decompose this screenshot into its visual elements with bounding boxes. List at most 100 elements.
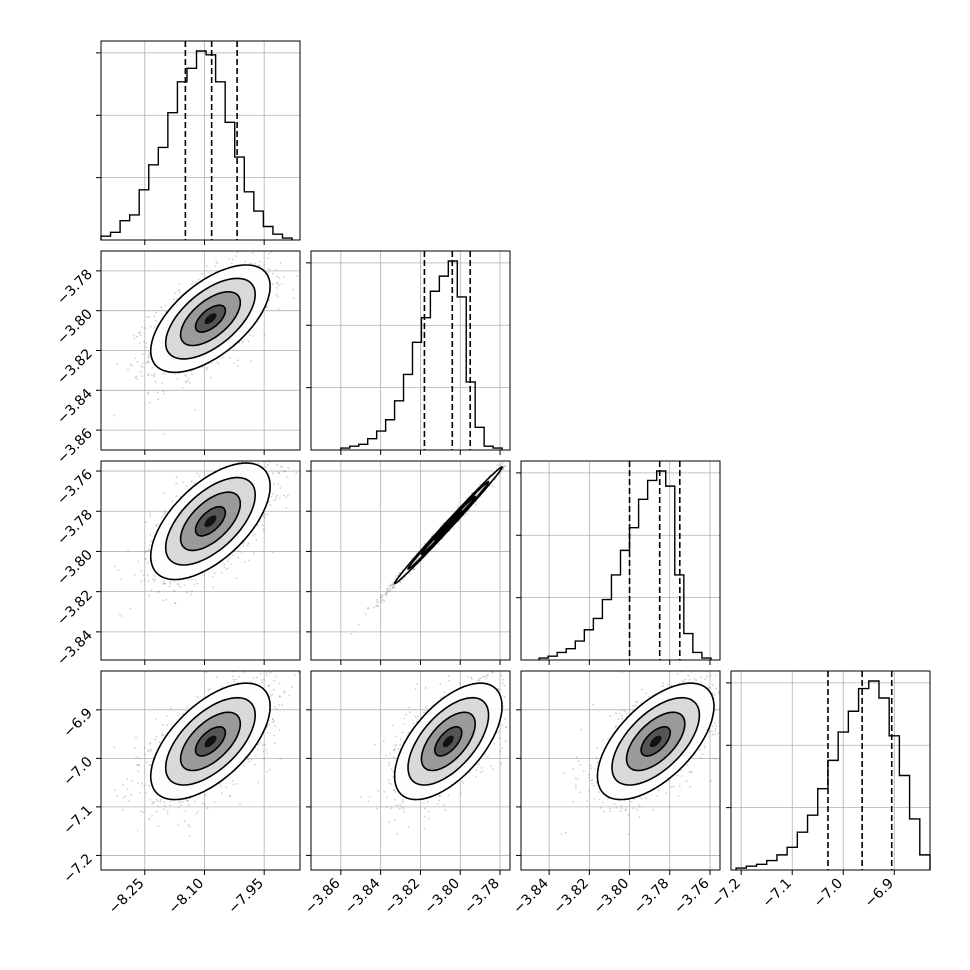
panel-content — [311, 450, 519, 660]
scatter-point — [272, 720, 275, 722]
scatter-point — [296, 274, 299, 277]
scatter-point — [150, 540, 152, 542]
scatter-point — [233, 362, 235, 365]
scatter-point — [263, 513, 266, 516]
scatter-point — [285, 496, 288, 499]
scatter-point — [279, 757, 282, 760]
scatter-point — [164, 511, 166, 514]
scatter-point — [376, 601, 378, 603]
scatter-point — [248, 559, 251, 562]
scatter-point — [145, 361, 148, 364]
scatter-point — [226, 560, 229, 563]
scatter-point — [394, 575, 397, 577]
scatter-point — [203, 574, 205, 577]
scatter-point — [262, 528, 265, 531]
scatter-point — [149, 764, 152, 767]
scatter-point — [147, 356, 150, 359]
scatter-point — [174, 372, 176, 375]
scatter-point — [270, 496, 273, 498]
scatter-point — [379, 598, 382, 601]
scatter-point — [242, 245, 244, 247]
scatter-point — [240, 455, 242, 457]
scatter-point — [157, 523, 160, 526]
scatter-point — [220, 571, 223, 574]
contour-line — [194, 505, 227, 537]
histogram-step-3 — [735, 680, 931, 870]
scatter-point — [164, 510, 167, 513]
scatter-point — [267, 434, 269, 436]
scatter-point — [216, 361, 219, 364]
scatter-point — [164, 582, 167, 585]
scatter-point — [185, 380, 188, 383]
scatter-point — [236, 251, 239, 254]
scatter-point — [135, 335, 138, 338]
scatter-point — [198, 475, 201, 478]
scatter-point — [142, 811, 145, 814]
scatter-point — [121, 809, 124, 811]
scatter-point — [517, 450, 519, 452]
scatter-point — [263, 757, 266, 760]
scatter-point — [206, 807, 209, 810]
scatter-point — [468, 508, 471, 511]
scatter-point — [380, 599, 382, 602]
scatter-point — [227, 455, 229, 457]
scatter-point — [139, 792, 141, 794]
histogram-step-2 — [538, 470, 712, 660]
contour-line — [179, 491, 242, 552]
scatter-point — [166, 812, 169, 815]
scatter-point — [268, 267, 271, 270]
scatter-point — [133, 337, 136, 340]
scatter-point — [194, 408, 197, 411]
scatter-point — [150, 374, 153, 377]
scatter-point — [386, 587, 388, 590]
scatter-point — [269, 461, 271, 463]
scatter-point — [144, 551, 147, 554]
scatter-point — [218, 783, 221, 785]
scatter-point — [391, 584, 394, 586]
scatter-point — [213, 801, 216, 804]
scatter-point — [179, 804, 182, 807]
scatter-point — [158, 741, 161, 744]
scatter-point — [134, 376, 137, 379]
scatter-point — [136, 829, 139, 832]
scatter-point — [282, 451, 284, 453]
scatter-point — [502, 467, 505, 470]
scatter-point — [276, 295, 279, 298]
scatter-point — [273, 679, 276, 682]
scatter-point — [272, 439, 274, 441]
scatter-point — [267, 245, 269, 247]
scatter-point — [247, 542, 250, 545]
scatter-point — [273, 482, 275, 485]
scatter-point — [225, 568, 228, 571]
scatter-point — [272, 283, 274, 286]
scatter-point — [278, 704, 280, 706]
scatter-point — [183, 820, 186, 823]
scatter-point — [496, 464, 499, 466]
contour-line — [393, 465, 503, 585]
scatter-point — [423, 542, 426, 545]
scatter-point — [283, 470, 285, 473]
scatter-point — [257, 781, 260, 784]
scatter-point — [147, 580, 150, 583]
scatter-point — [253, 533, 256, 535]
scatter-point — [205, 671, 208, 674]
scatter-point — [235, 577, 238, 580]
scatter-point — [272, 493, 275, 495]
scatter-panel-0-3 — [100, 668, 301, 871]
scatter-point — [147, 391, 150, 394]
scatter-point — [139, 331, 142, 334]
scatter-point — [265, 466, 267, 469]
scatter-point — [272, 688, 275, 691]
scatter-point — [517, 454, 519, 456]
scatter-point — [274, 668, 276, 670]
scatter-point — [278, 472, 280, 474]
scatter-point — [132, 334, 135, 337]
scatter-point — [271, 551, 274, 554]
scatter-point — [131, 364, 133, 367]
scatter-point — [452, 527, 455, 530]
scatter-point — [187, 799, 189, 802]
scatter-point — [163, 582, 166, 585]
scatter-point — [247, 760, 250, 763]
scatter-point — [139, 334, 142, 337]
